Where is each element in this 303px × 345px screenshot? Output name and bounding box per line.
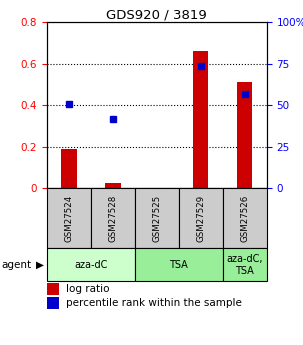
Bar bbox=[47, 297, 59, 309]
Text: ▶: ▶ bbox=[36, 260, 44, 270]
Bar bbox=[105, 183, 121, 188]
Bar bbox=[179, 188, 223, 248]
Text: GSM27526: GSM27526 bbox=[240, 195, 249, 242]
Text: GSM27524: GSM27524 bbox=[65, 195, 73, 242]
Text: aza-dC,
TSA: aza-dC, TSA bbox=[226, 254, 263, 276]
Bar bbox=[47, 188, 91, 248]
Bar bbox=[223, 188, 267, 248]
Title: GDS920 / 3819: GDS920 / 3819 bbox=[106, 8, 207, 21]
Text: GSM27525: GSM27525 bbox=[152, 195, 161, 242]
Bar bbox=[193, 51, 208, 188]
Bar bbox=[237, 82, 252, 188]
Text: log ratio: log ratio bbox=[66, 284, 109, 294]
Text: TSA: TSA bbox=[169, 260, 188, 270]
Bar bbox=[47, 248, 135, 281]
Bar bbox=[91, 188, 135, 248]
Bar bbox=[135, 248, 223, 281]
Text: GSM27529: GSM27529 bbox=[196, 195, 205, 242]
Text: agent: agent bbox=[2, 260, 32, 270]
Text: percentile rank within the sample: percentile rank within the sample bbox=[66, 298, 241, 308]
Bar bbox=[47, 283, 59, 295]
Bar bbox=[223, 248, 267, 281]
Bar bbox=[61, 149, 77, 188]
Text: GSM27528: GSM27528 bbox=[108, 195, 117, 242]
Text: aza-dC: aza-dC bbox=[74, 260, 108, 270]
Bar bbox=[135, 188, 179, 248]
